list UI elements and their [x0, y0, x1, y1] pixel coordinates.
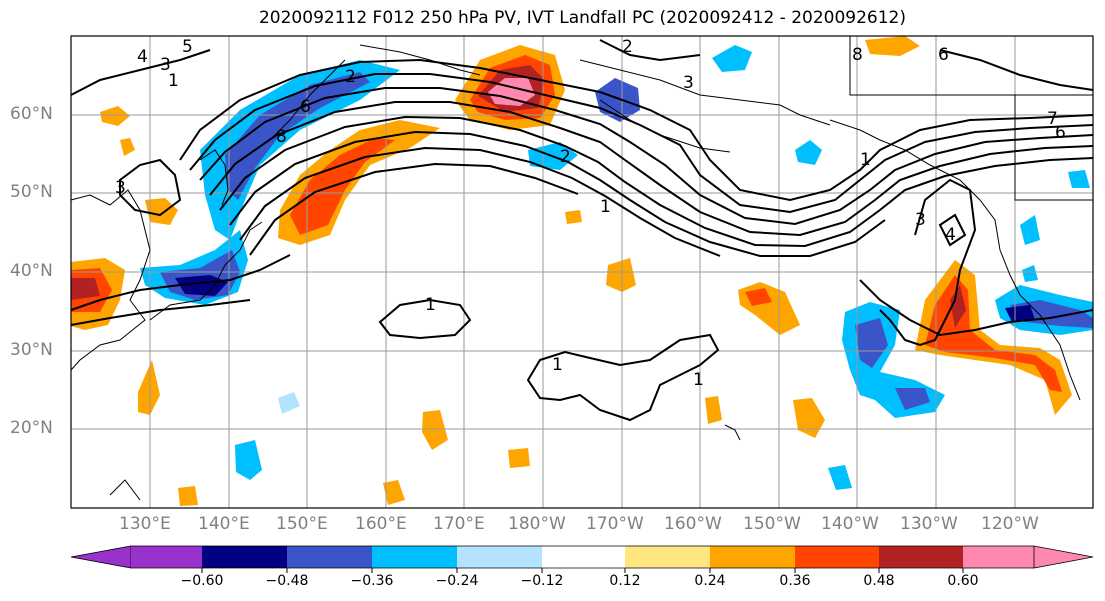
lon-label: 160°W — [664, 514, 722, 534]
lat-label: 20°N — [10, 418, 53, 438]
contour-label: 3 — [115, 178, 126, 198]
colorbar-tick-label: −0.12 — [520, 573, 564, 589]
lon-label: 150°W — [743, 514, 801, 534]
lon-label: 150°E — [276, 514, 328, 534]
contour-label: 1 — [693, 370, 704, 390]
colorbar-tick-label: 0.12 — [609, 573, 641, 589]
contour-label: 3 — [160, 55, 171, 75]
colorbar-tick-label: 0.60 — [947, 573, 979, 589]
map-frame — [70, 35, 1094, 509]
lon-label: 170°E — [433, 514, 485, 534]
colorbar-tick-label: 0.36 — [779, 573, 811, 589]
lon-label: 180°W — [508, 514, 566, 534]
lat-label: 30°N — [10, 340, 53, 360]
lon-label: 120°W — [981, 514, 1039, 534]
lat-label: 60°N — [10, 104, 53, 124]
colorbar-tick-label: 0.24 — [694, 573, 726, 589]
contour-label: 1 — [600, 197, 611, 217]
lon-label: 160°E — [355, 514, 407, 534]
contour-label: 3 — [915, 210, 926, 230]
colorbar-tick-label: −0.48 — [265, 573, 309, 589]
lat-label: 50°N — [10, 182, 53, 202]
contour-label: 8 — [852, 45, 863, 65]
lon-label: 140°W — [821, 514, 879, 534]
contour-label: 6 — [300, 97, 311, 117]
pv-contours — [70, 39, 1094, 422]
contour-label: 2 — [622, 37, 633, 57]
contour-label: 4 — [137, 47, 148, 67]
lat-label: 40°N — [10, 261, 53, 281]
colorbar-tick-label: −0.24 — [435, 573, 479, 589]
contour-label: 1 — [860, 150, 871, 170]
contour-label-group: 4 5 3 1 2 8 6 2 3 3 2 1 3 4 1 1 1 1 8 6 … — [115, 37, 1066, 390]
lon-label: 170°W — [586, 514, 644, 534]
contour-label: 8 — [276, 127, 287, 147]
contour-label: 4 — [945, 225, 956, 245]
contour-label: 1 — [168, 71, 179, 91]
contour-label: 2 — [345, 67, 356, 87]
contour-label: 6 — [938, 45, 949, 65]
contour-label: 2 — [560, 147, 571, 167]
lon-label: 130°E — [119, 514, 171, 534]
lon-label: 140°E — [198, 514, 250, 534]
contour-label: 1 — [425, 295, 436, 315]
colorbar-tick-label: −0.36 — [350, 573, 394, 589]
contour-label: 6 — [1055, 123, 1066, 143]
colorbar — [70, 545, 1094, 573]
colorbar-tick-label: 0.48 — [863, 573, 895, 589]
map-title: 2020092112 F012 250 hPa PV, IVT Landfall… — [258, 8, 906, 28]
contour-label: 5 — [182, 37, 193, 57]
contour-label: 7 — [1047, 109, 1058, 129]
contour-label: 3 — [683, 73, 694, 93]
contour-label: 1 — [552, 355, 563, 375]
lon-label: 130°W — [900, 514, 958, 534]
colorbar-tick-label: −0.60 — [180, 573, 224, 589]
